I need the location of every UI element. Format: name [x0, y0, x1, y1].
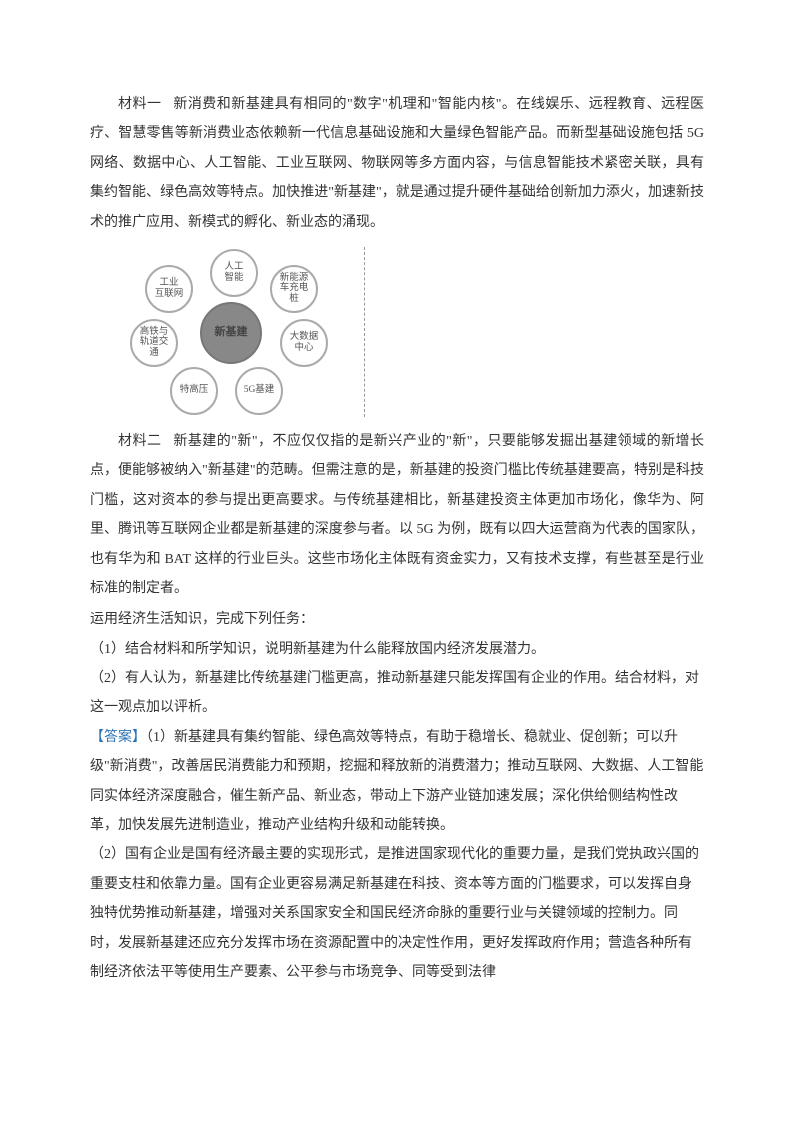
- task-intro: 运用经济生活知识，完成下列任务：: [90, 605, 704, 634]
- answer-block: 【答案】（1）新基建具有集约智能、绿色高效等特点，有助于稳增长、稳就业、促创新；…: [90, 723, 704, 841]
- question-2: （2）有人认为，新基建比传统基建门槛更高，推动新基建只能发挥国有企业的作用。结合…: [90, 664, 704, 723]
- diagram-outer-node-0: 人工 智能: [210, 249, 258, 297]
- diagram-container: 新基建 人工 智能新能源 车充电 桩大数据 中心5G基建特高压高铁与 轨道交 通…: [120, 247, 704, 417]
- answer-2: （2）国有企业是国有经济最主要的实现形式，是推进国家现代化的重要力量，是我们党执…: [90, 840, 704, 987]
- diagram-outer-node-2: 大数据 中心: [280, 319, 328, 367]
- answer-1: （1）新基建具有集约智能、绿色高效等特点，有助于稳增长、稳就业、促创新；可以升级…: [90, 730, 703, 833]
- diagram-outer-node-5: 高铁与 轨道交 通: [130, 319, 178, 367]
- xin-jijian-diagram: 新基建 人工 智能新能源 车充电 桩大数据 中心5G基建特高压高铁与 轨道交 通…: [120, 247, 340, 417]
- diagram-outer-node-4: 特高压: [170, 367, 218, 415]
- diagram-center-node: 新基建: [200, 302, 262, 364]
- vertical-dashed-divider: [364, 247, 365, 417]
- answer-label: 【答案】: [90, 730, 146, 745]
- question-list: （1）结合材料和所学知识，说明新基建为什么能释放国内经济发展潜力。 （2）有人认…: [90, 635, 704, 723]
- material-1-label: 材料一: [118, 97, 161, 112]
- material-1-text: 新消费和新基建具有相同的"数字"机理和"智能内核"。在线娱乐、远程教育、远程医疗…: [90, 97, 704, 230]
- material-2: 材料二 新基建的"新"，不应仅仅指的是新兴产业的"新"，只要能够发掘出基建领域的…: [90, 427, 704, 603]
- material-2-label: 材料二: [118, 434, 161, 449]
- material-2-text: 新基建的"新"，不应仅仅指的是新兴产业的"新"，只要能够发掘出基建领域的新增长点…: [90, 434, 704, 596]
- material-1: 材料一 新消费和新基建具有相同的"数字"机理和"智能内核"。在线娱乐、远程教育、…: [90, 90, 704, 237]
- diagram-outer-node-6: 工业 互联网: [145, 265, 193, 313]
- diagram-outer-node-3: 5G基建: [235, 367, 283, 415]
- diagram-outer-node-1: 新能源 车充电 桩: [270, 265, 318, 313]
- question-1: （1）结合材料和所学知识，说明新基建为什么能释放国内经济发展潜力。: [90, 635, 704, 664]
